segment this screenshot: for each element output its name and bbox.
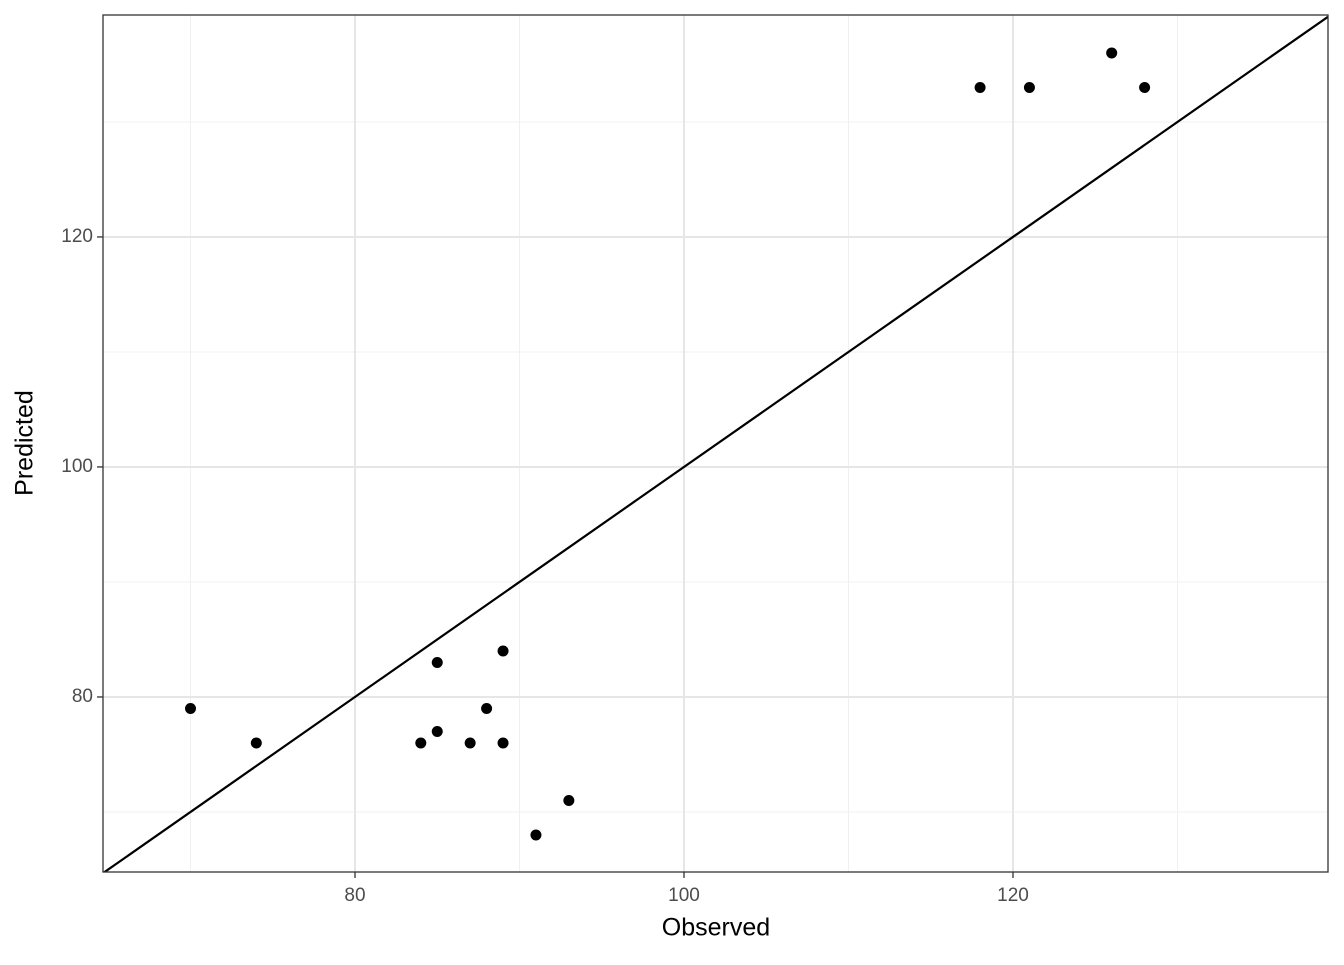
y-tick-label: 120 bbox=[61, 226, 93, 247]
x-tick-label: 100 bbox=[668, 885, 700, 906]
point bbox=[250, 737, 262, 749]
axes: 80 100 120 80 100 120 bbox=[61, 226, 1029, 906]
x-tick-label: 80 bbox=[344, 885, 365, 906]
x-tick-label: 120 bbox=[997, 885, 1029, 906]
y-axis-title: Predicted bbox=[11, 390, 39, 496]
point bbox=[1106, 47, 1118, 59]
point bbox=[530, 829, 542, 841]
x-axis-title: Observed bbox=[662, 914, 770, 942]
point bbox=[497, 737, 509, 749]
point bbox=[464, 737, 476, 749]
point bbox=[415, 737, 427, 749]
point bbox=[1023, 81, 1035, 93]
point bbox=[497, 645, 509, 657]
point bbox=[1139, 81, 1151, 93]
point bbox=[974, 81, 986, 93]
y-tick-label: 80 bbox=[72, 686, 93, 707]
point bbox=[431, 725, 443, 737]
point bbox=[431, 656, 443, 668]
reference-line bbox=[103, 15, 1328, 872]
panel-border bbox=[102, 14, 1329, 873]
point bbox=[481, 702, 493, 714]
point bbox=[185, 702, 197, 714]
point bbox=[563, 794, 575, 806]
grid bbox=[103, 15, 1328, 872]
plot-area bbox=[103, 15, 1328, 872]
y-tick-label: 100 bbox=[61, 456, 93, 477]
